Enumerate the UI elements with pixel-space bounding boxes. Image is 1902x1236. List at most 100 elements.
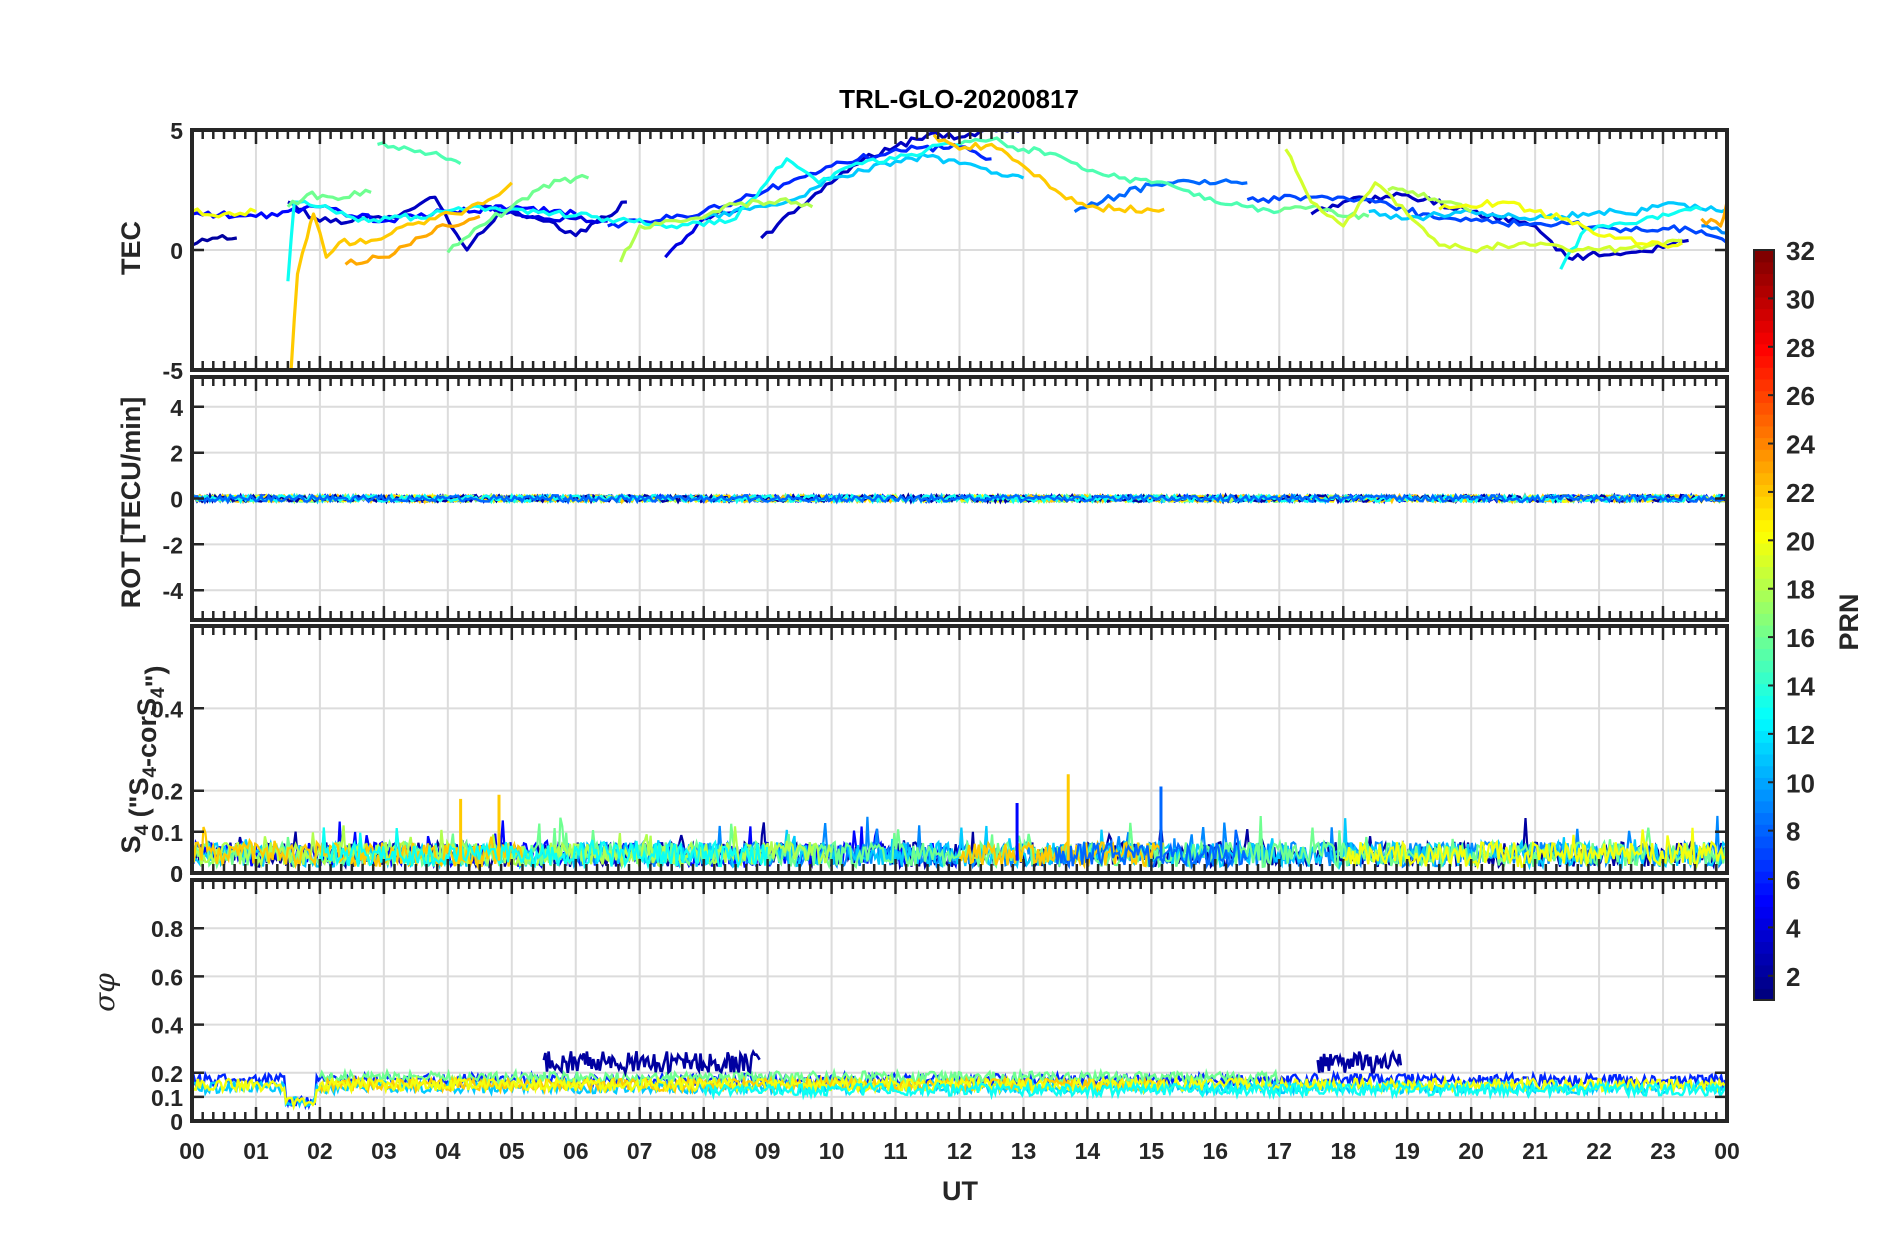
y-tick-label: 0 (170, 861, 183, 887)
y-tick-label: 0.6 (151, 964, 183, 990)
colorbar-tick-label: 2 (1786, 962, 1800, 992)
y-tick-label: 0 (170, 487, 183, 513)
colorbar-cell (1754, 917, 1774, 931)
colorbar-cell (1754, 882, 1774, 896)
colorbar-cell (1754, 847, 1774, 860)
x-ticks (190, 626, 1729, 873)
y-tick-label: 2 (170, 441, 183, 467)
y-axis-label-rot: ROT [TECU/min] (116, 397, 146, 608)
series-prn-20 (1438, 199, 1683, 249)
colorbar-cell (1754, 332, 1774, 345)
colorbar-cell (1754, 460, 1774, 474)
x-tick-label: 04 (435, 1138, 461, 1164)
y-ticks (192, 405, 1727, 592)
colorbar-cell (1754, 566, 1774, 579)
series-prn-18 (192, 825, 832, 870)
colorbar-tick-label: 20 (1786, 526, 1815, 556)
colorbar-tick-label: 22 (1786, 478, 1815, 508)
colorbar-cell (1754, 859, 1774, 872)
x-tick-label: 12 (947, 1138, 973, 1164)
y-tick-label: 0.2 (151, 1061, 183, 1087)
colorbar-tick-label: 8 (1786, 817, 1800, 847)
x-tick-label: 08 (691, 1138, 717, 1164)
y-axis-label-tec: TEC (116, 221, 146, 275)
colorbar-cell (1754, 812, 1774, 825)
series-prn-8 (192, 492, 1727, 505)
colorbar-cell (1754, 789, 1774, 802)
series-prn-22 (289, 181, 513, 370)
series-prn-2 (542, 1048, 761, 1078)
x-tick-label: 10 (819, 1138, 845, 1164)
colorbar-tick-label: 24 (1786, 430, 1815, 460)
colorbar-tick-label: 16 (1786, 623, 1815, 653)
colorbar-cell (1754, 402, 1774, 415)
colorbar-cell (1754, 472, 1774, 485)
series-prn-8 (1073, 178, 1248, 213)
y-tick-label: 0.1 (151, 1085, 183, 1111)
y-tick-label: 0 (170, 1109, 183, 1135)
x-axis-label: UT (942, 1176, 978, 1206)
y-axis-label-s4: S4 ("S4-corS4") (116, 666, 170, 854)
colorbar-cell (1754, 976, 1774, 989)
series-prn-19 (1284, 148, 1683, 254)
colorbar-cell (1754, 343, 1774, 357)
colorbar-tick-label: 10 (1786, 768, 1815, 798)
y-axis-label-sigma-phi: σφ (88, 973, 121, 1012)
y-tick-label: -5 (163, 358, 184, 384)
colorbar-cell (1754, 261, 1774, 275)
panel-rot: -4 -2 0 2 4 (163, 375, 1729, 622)
colorbar-label: PRN (1834, 593, 1864, 650)
colorbar-cell (1754, 648, 1774, 661)
series-prn-9 (1701, 224, 1727, 235)
series-prn-16 (286, 188, 372, 208)
colorbar-cell (1754, 355, 1774, 368)
colorbar-cell (1754, 964, 1774, 978)
panels: -505-4-2024000.10.20.400.10.20.40.60.8TE… (88, 118, 1740, 1164)
colorbar-cell (1754, 507, 1774, 521)
x-tick-label: 20 (1458, 1138, 1484, 1164)
colorbar-cell (1754, 625, 1774, 638)
x-tick-label: 19 (1394, 1138, 1420, 1164)
x-tick-label: 11 (883, 1138, 908, 1164)
y-tick-label: 5 (170, 118, 183, 144)
x-tick-label: 00 (1714, 1138, 1740, 1164)
colorbar-cell (1754, 390, 1774, 403)
series-prn-16 (446, 173, 590, 254)
colorbar-cell (1754, 929, 1774, 943)
colorbar-tick-label: 14 (1786, 672, 1815, 702)
series-prn-2 (1316, 1049, 1403, 1074)
series-prn-3 (760, 130, 1023, 240)
series-group (192, 492, 1727, 505)
colorbar-cell (1754, 730, 1774, 743)
colorbar-cell (1754, 589, 1774, 603)
x-tick-label: 23 (1650, 1138, 1676, 1164)
series-prn-6 (607, 143, 992, 229)
colorbar-cell (1754, 554, 1774, 568)
colorbar-cell (1754, 437, 1774, 450)
y-tick-label: 4 (170, 395, 183, 421)
x-tick-label: 15 (1139, 1138, 1165, 1164)
colorbar-cell (1754, 484, 1774, 497)
y-ticks (192, 926, 1727, 1123)
colorbar-cell (1754, 542, 1774, 556)
series-prn-15 (958, 136, 1280, 215)
colorbar-cell (1754, 871, 1774, 884)
colorbar-cell (1754, 636, 1774, 650)
series-prn-18 (1387, 186, 1472, 213)
colorbar-cell (1754, 320, 1774, 333)
x-ticks (190, 880, 1729, 1121)
y-tick-label: -2 (163, 532, 183, 558)
colorbar-cell (1754, 660, 1774, 673)
x-tick-label: 07 (627, 1138, 653, 1164)
colorbar-cell (1754, 906, 1774, 919)
series-prn-22 (958, 839, 1164, 870)
chart-title: TRL-GLO-20200817 (839, 84, 1079, 114)
series-prn-18 (619, 197, 814, 263)
colorbar-cell (1754, 250, 1774, 263)
series-prn-3 (287, 195, 627, 252)
series-prn-11 (702, 152, 1025, 221)
colorbar-cell (1754, 519, 1774, 532)
colorbar-cell (1754, 742, 1774, 755)
colorbar-tick-label: 32 (1786, 236, 1815, 266)
